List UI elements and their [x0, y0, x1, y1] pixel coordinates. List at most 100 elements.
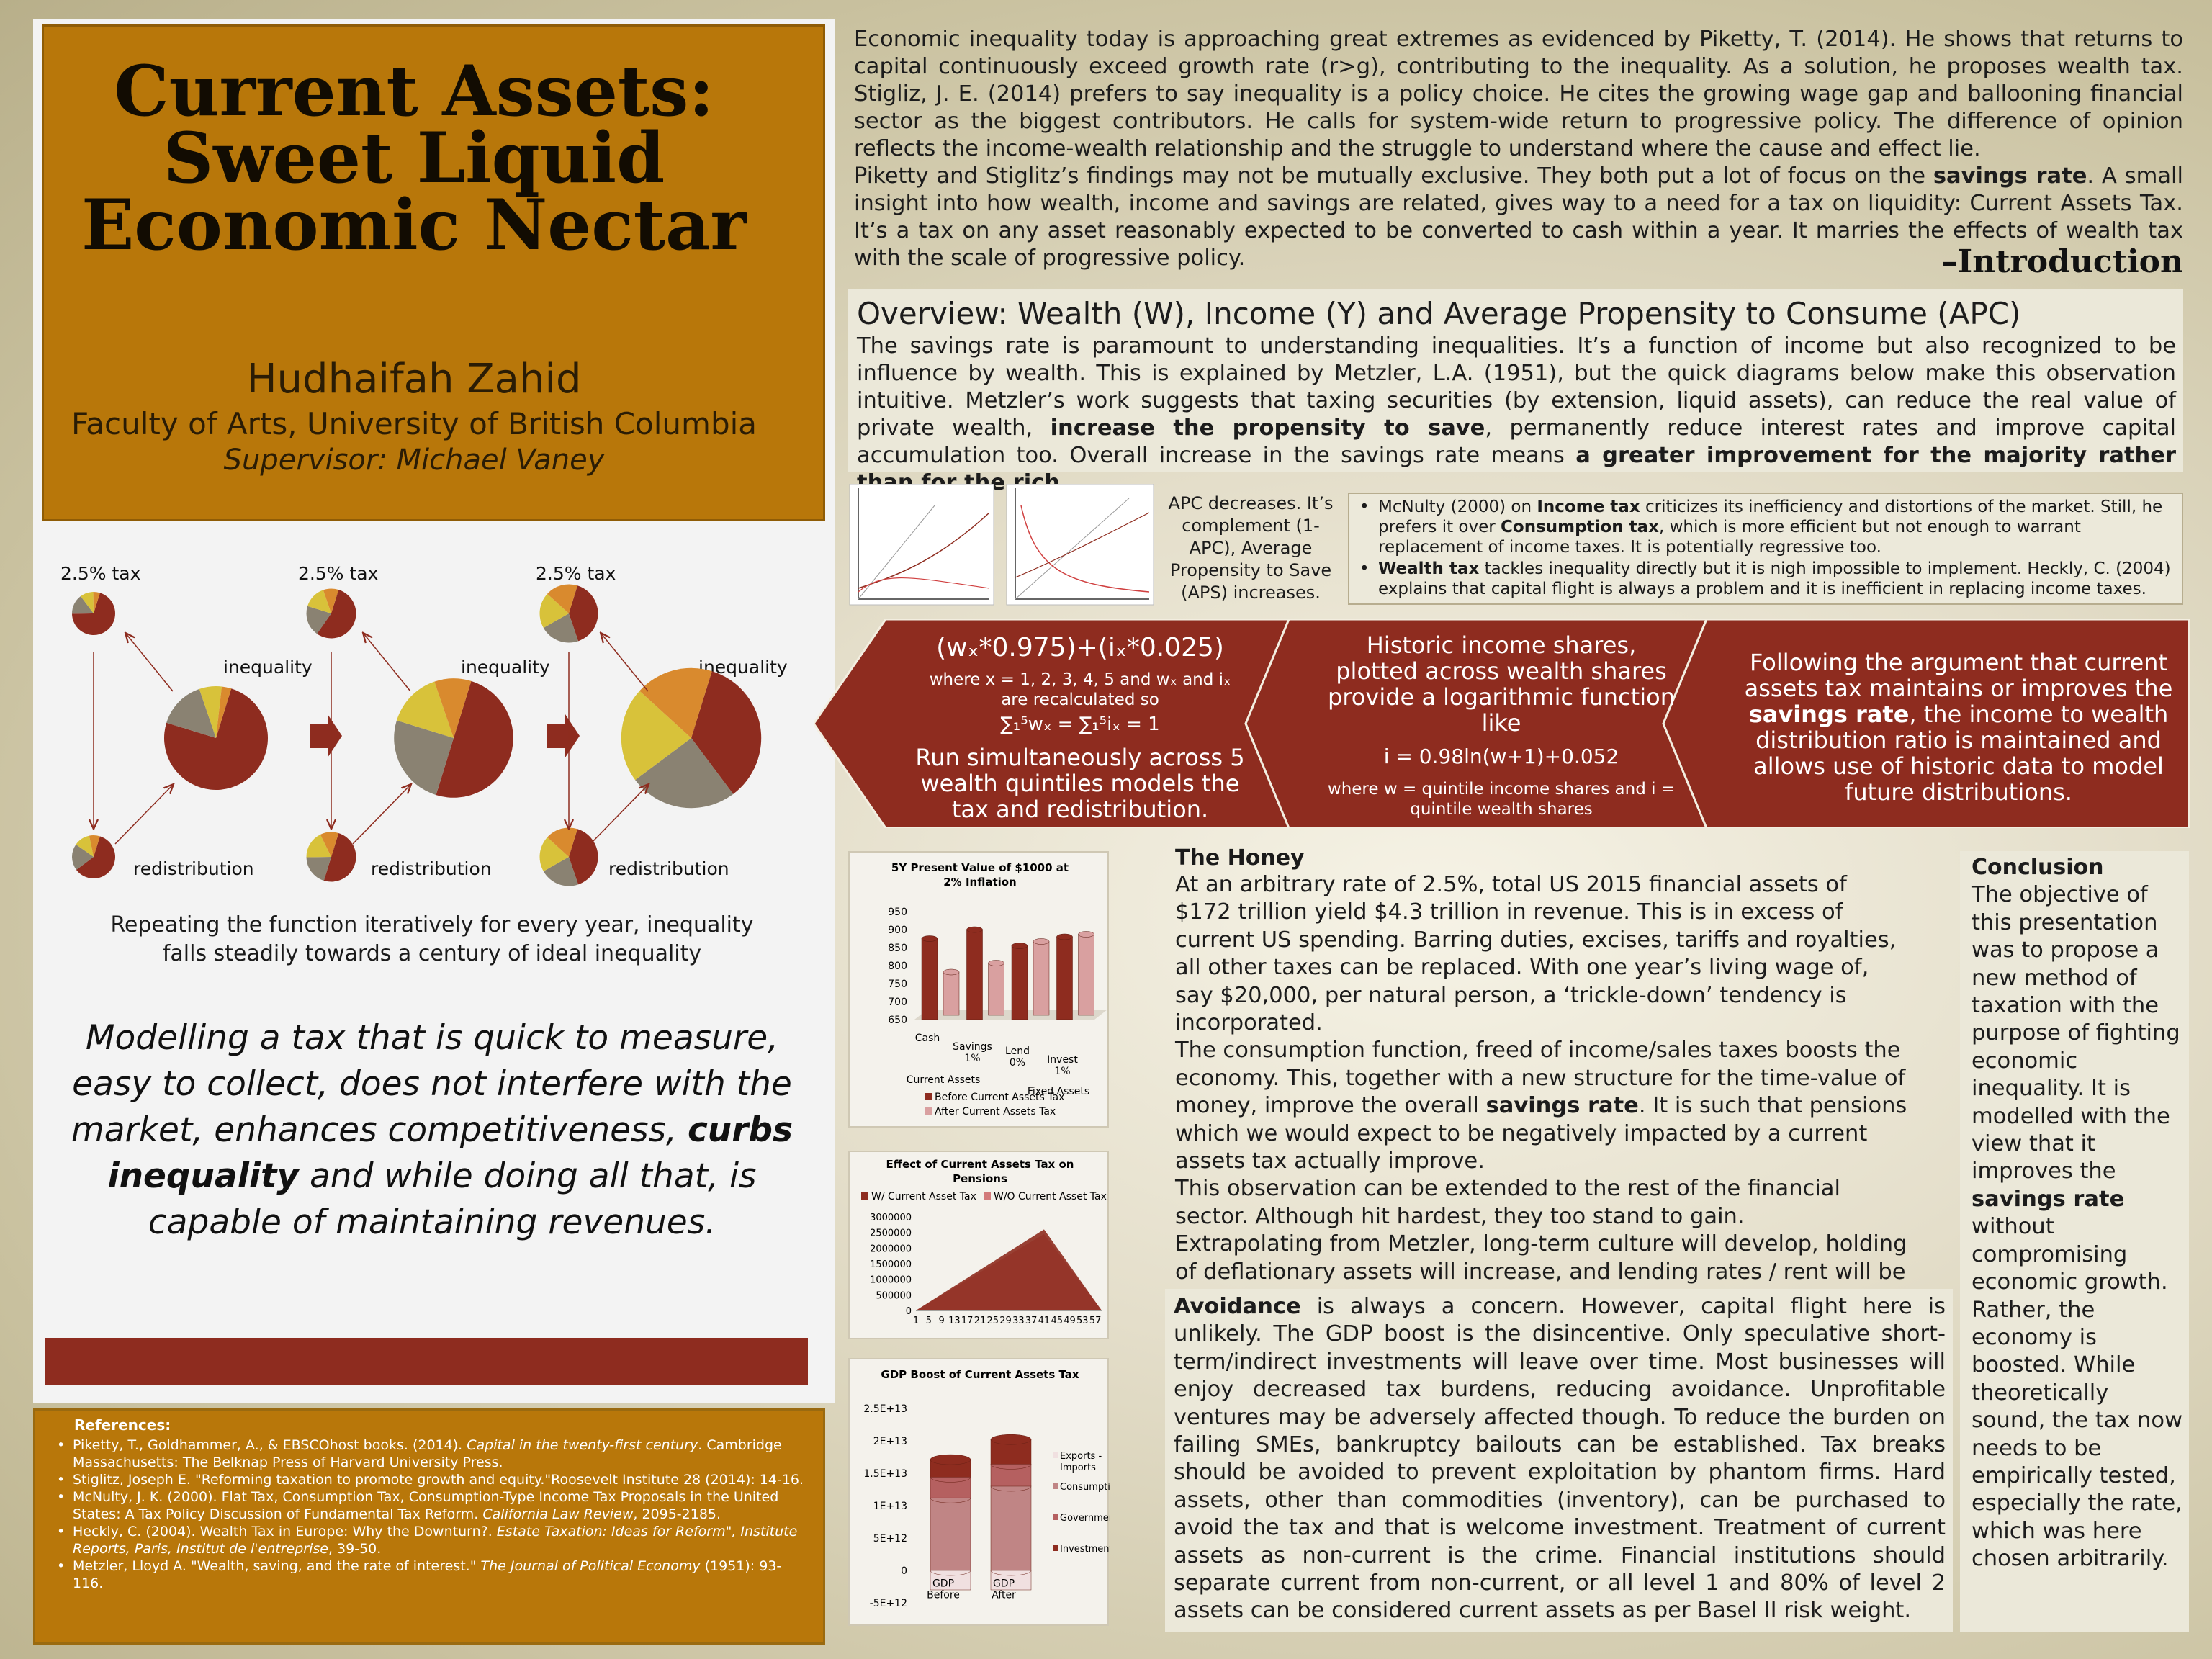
conclusion-box: Conclusion The objective of this present… [1960, 851, 2189, 1632]
pie-slice [639, 667, 712, 738]
inequality-label: inequality [223, 657, 313, 678]
bar [1078, 934, 1094, 1016]
iteration-caption-line-1: Repeating the function iteratively for e… [110, 912, 754, 938]
apc-graph-right [1006, 484, 1154, 606]
avoidance-text: is always a concern. However, capital fl… [1174, 1294, 1946, 1624]
arrow-diag [590, 785, 648, 845]
x-tick-label: 33 [1012, 1316, 1025, 1326]
x-tick-label: 57 [1089, 1316, 1102, 1326]
legend-label: W/ Current Asset Tax [871, 1191, 976, 1202]
x-tick-label: 21 [974, 1316, 986, 1326]
process-chevrons [814, 619, 2190, 828]
x-tick-label: Before [927, 1590, 960, 1601]
x-tick-label: Lend [1005, 1046, 1030, 1057]
bar [1033, 941, 1050, 1016]
tax-label: 2.5% tax [536, 563, 616, 584]
bar [1011, 945, 1028, 1020]
cylinder-cap [930, 1454, 971, 1465]
pie-slice [76, 836, 115, 878]
arrow-diag [114, 785, 173, 845]
supervisor: Supervisor: Michael Vaney [223, 444, 605, 477]
arrow-up [364, 634, 411, 692]
conclusion-body: The objective of this presentation was t… [1972, 882, 2183, 1572]
pie-slice [72, 844, 94, 870]
pie-slice [569, 585, 598, 642]
x-tick-label: 0% [1010, 1057, 1025, 1069]
bar [966, 929, 983, 1020]
intro-paragraph-2: Piketty and Stiglitz’s findings may not … [854, 163, 2184, 271]
y-tick-label: 2500000 [870, 1228, 912, 1239]
arrow-up [601, 634, 649, 692]
x-tick-label: After [992, 1590, 1016, 1601]
reference-item: McNulty, J. K. (2000). Flat Tax, Consump… [57, 1488, 804, 1523]
y-tick-label: 950 [888, 907, 907, 918]
bar [1056, 936, 1073, 1020]
legend-label: Exports - [1060, 1451, 1102, 1462]
iteration-caption: Repeating the function iteratively for e… [65, 911, 799, 968]
redistribution-label: redistribution [608, 858, 729, 879]
honey-paragraph: This observation can be extended to the … [1175, 1176, 1840, 1229]
x-tick-label: Invest [1047, 1054, 1078, 1066]
thesis-text-1: Modelling a tax that is quick to measure… [71, 1018, 792, 1150]
x-tick-label: 49 [1064, 1316, 1076, 1326]
honey-heading: The Honey [1175, 845, 1305, 871]
pie-slice [691, 671, 762, 794]
legend-label: Government [1060, 1513, 1110, 1524]
pie-slice [547, 584, 577, 613]
cylinder-segment [930, 1497, 971, 1571]
bar-cap [966, 926, 983, 933]
pie-slice [436, 680, 513, 798]
tax-notes-box: McNulty (2000) on Income tax criticizes … [1348, 493, 2183, 605]
pie-slice [543, 613, 579, 643]
tax-label: 2.5% tax [60, 563, 140, 584]
cylinder-segment [990, 1485, 1032, 1571]
tax-note-income: McNulty (2000) on Income tax criticizes … [1357, 497, 2175, 557]
pie-tax [72, 592, 116, 635]
y-tick-label: 850 [888, 943, 907, 954]
pie-slice [539, 593, 569, 629]
area-series [916, 1229, 1102, 1310]
bar-cap [943, 968, 960, 976]
thesis-bold: curbs inequality [107, 1110, 793, 1196]
formula-sum: ∑₁⁵wₓ = ∑₁⁵iₓ = 1 [1000, 714, 1160, 735]
x-tick-label: GDP [932, 1578, 954, 1590]
inequality-label: inequality [461, 657, 550, 678]
introduction-heading: –Introduction [1941, 243, 2183, 280]
y-tick-label: 0 [901, 1565, 907, 1577]
x-tick-label: 1% [964, 1053, 980, 1064]
y-tick-label: 1000000 [870, 1275, 912, 1286]
y-tick-label: 500000 [876, 1290, 912, 1301]
x-tick-label: 13 [948, 1316, 961, 1326]
apc-graph-left [849, 484, 994, 606]
tax-note-wealth: Wealth tax tackles inequality directly b… [1357, 559, 2175, 599]
y-tick-label: 1500000 [870, 1259, 912, 1270]
legend-label: Before Current Assets Tax [935, 1092, 1064, 1103]
overview-box: Overview: Wealth (W), Income (Y) and Ave… [848, 289, 2183, 495]
category-group-label: Current Assets [907, 1074, 981, 1086]
x-tick-label: 41 [1038, 1316, 1051, 1326]
chevron-follow [1662, 619, 2190, 828]
pie-slice [306, 606, 331, 634]
reference-item: Piketty, T., Goldhammer, A., & EBSCOhost… [57, 1437, 804, 1471]
apc-caption: APC decreases. It’s complement (1-APC), … [1168, 493, 1334, 603]
pie-slice [396, 681, 454, 738]
y-tick-label: 0 [906, 1306, 912, 1317]
formula-run-text: Run simultaneously across 5 wealth quint… [915, 744, 1245, 823]
pie-slice [72, 593, 116, 635]
x-tick-label: 1 [913, 1316, 919, 1326]
legend-swatch [925, 1107, 932, 1115]
legend-swatch [925, 1093, 932, 1100]
y-tick-label: 900 [888, 925, 907, 936]
x-tick-label: 37 [1025, 1316, 1038, 1326]
intro-paragraph-1: Economic inequality today is approaching… [854, 27, 2183, 161]
author-name: Hudhaifah Zahid [246, 356, 582, 403]
y-tick-label: 650 [888, 1015, 907, 1026]
arrow-diag [352, 785, 410, 845]
tax-label: 2.5% tax [298, 563, 378, 584]
bar [943, 971, 960, 1016]
title-line-1: Current Assets: [114, 50, 714, 132]
pie-slice [320, 832, 339, 857]
y-tick-label: 2000000 [870, 1244, 912, 1254]
bar-cap [1011, 943, 1028, 949]
pie-slice [323, 588, 339, 613]
